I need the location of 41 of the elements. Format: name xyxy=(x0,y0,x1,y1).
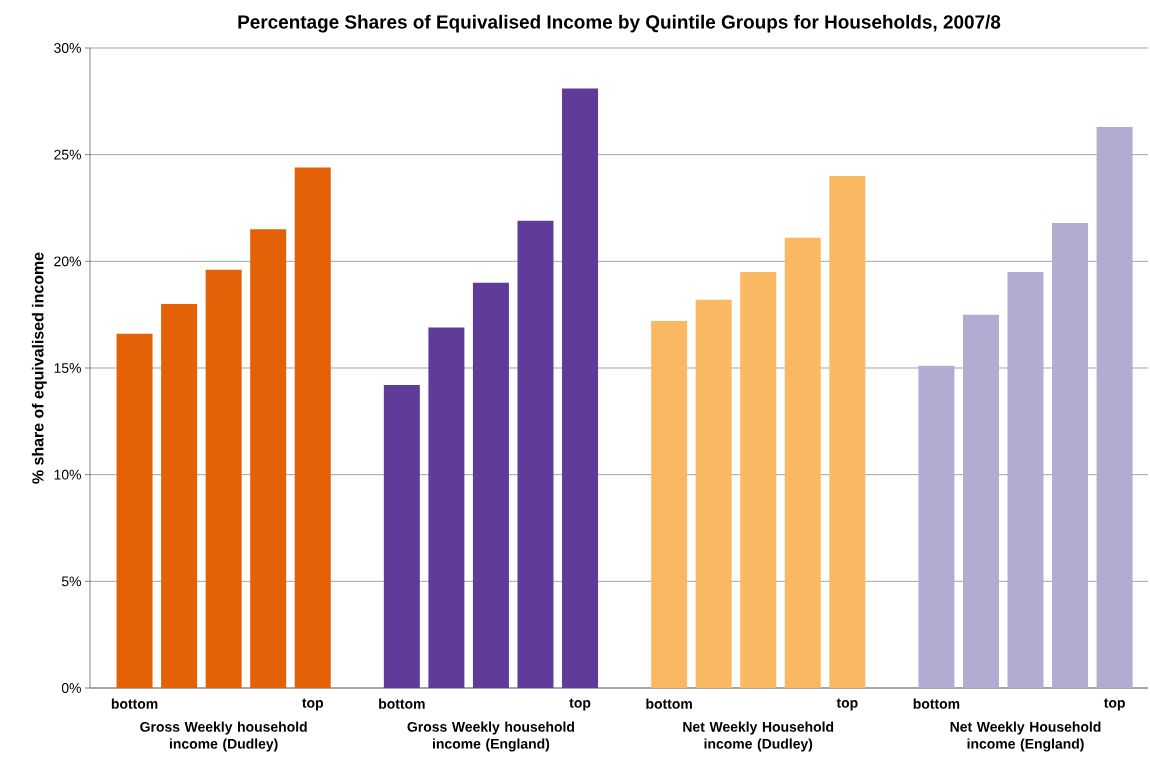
x-tick-label: bottom xyxy=(646,698,692,709)
y-tick-label: 0% xyxy=(61,683,81,693)
text: Gross Weekly household income (Dudley) xyxy=(140,721,307,752)
y-tick-label: 5% xyxy=(61,576,81,587)
text: Net Weekly Household income (England) xyxy=(950,721,1101,752)
y-tick-label: 15% xyxy=(54,363,81,373)
y-tick-label: 10% xyxy=(54,469,81,480)
bar xyxy=(161,304,198,688)
bar xyxy=(428,327,465,688)
bar xyxy=(962,314,999,688)
text: Net Weekly Household income (Dudley) xyxy=(683,721,834,752)
y-axis-title: % share of equivalised income xyxy=(31,252,47,484)
bar xyxy=(918,365,955,688)
text: Gross Weekly household income (England) xyxy=(407,721,574,752)
bar xyxy=(1096,126,1133,688)
y-tick-label: 20% xyxy=(54,256,81,267)
bar xyxy=(740,272,777,688)
x-tick-label: top xyxy=(569,698,591,711)
y-tick-label: 25% xyxy=(54,149,81,160)
bar xyxy=(562,88,599,688)
bar xyxy=(517,220,554,688)
chart-title: Percentage Shares of Equivalised Income by Quintile Groups for Households, 2007/8 xyxy=(238,14,1001,33)
bar xyxy=(651,321,688,688)
y-tick-label: 30% xyxy=(54,43,81,53)
bar xyxy=(1007,272,1044,688)
bar xyxy=(383,385,420,688)
x-tick-label: top xyxy=(836,698,858,711)
x-tick-label: top xyxy=(302,698,324,711)
bar xyxy=(205,269,242,688)
bar xyxy=(829,176,866,688)
bar xyxy=(784,237,821,688)
bar xyxy=(1052,222,1089,688)
x-tick-label: bottom xyxy=(111,698,158,709)
bar xyxy=(116,333,153,688)
bar xyxy=(695,299,732,688)
bar xyxy=(294,167,331,688)
x-tick-label: bottom xyxy=(379,698,425,709)
x-tick-label: bottom xyxy=(913,698,960,709)
bar xyxy=(250,229,287,688)
bar xyxy=(472,282,509,688)
x-tick-label: top xyxy=(1103,698,1125,711)
